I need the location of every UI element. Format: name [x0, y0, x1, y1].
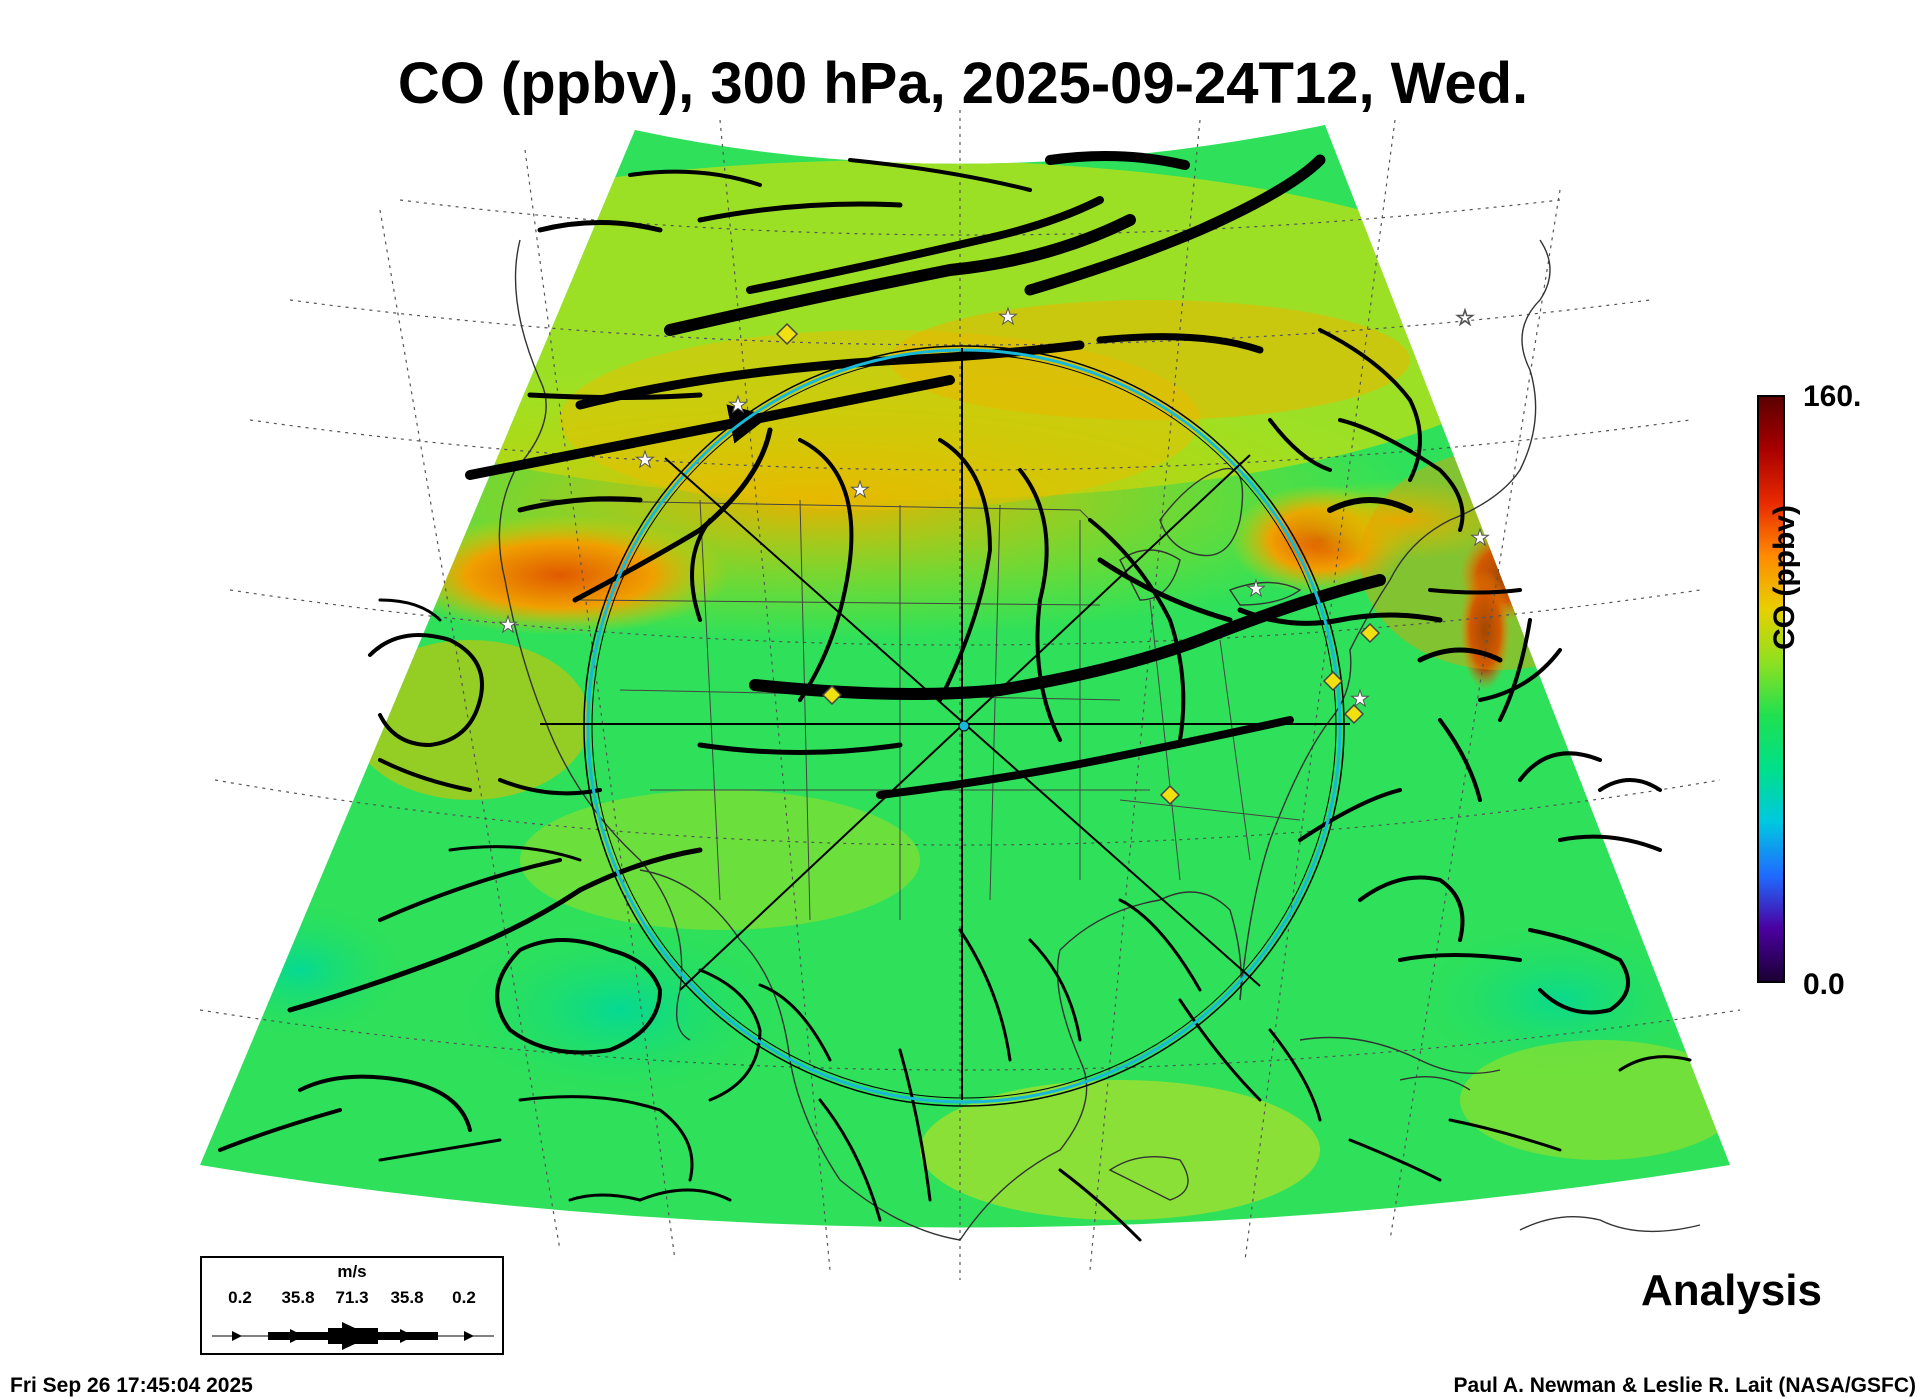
svg-text:★: ★ — [635, 447, 655, 472]
wind-streamlines — [218, 151, 1692, 1242]
map-title: CO (ppbv), 300 hPa, 2025-09-24T12, Wed. — [397, 51, 1529, 116]
legend-arrow-scale — [212, 1322, 494, 1350]
star-markers: ★ ★ ★ ★ ★ ★ ★ ★ ☆ — [498, 304, 1491, 712]
svg-text:☆: ☆ — [1455, 305, 1475, 330]
domain-ring — [583, 345, 1345, 1107]
center-point — [958, 720, 970, 732]
svg-text:★: ★ — [850, 477, 870, 502]
svg-text:★: ★ — [1470, 525, 1490, 550]
diamond-markers — [775, 322, 1381, 806]
credit: Paul A. Newman & Leslie R. Lait (NASA/GS… — [1453, 1374, 1916, 1397]
colorbar-max-label: 160. — [1803, 380, 1862, 413]
co-field — [200, 125, 1730, 1228]
legend-tick: 0.2 — [228, 1288, 252, 1307]
svg-text:★: ★ — [1350, 686, 1370, 711]
legend-tick: 0.2 — [452, 1288, 476, 1307]
svg-text:★: ★ — [728, 392, 748, 417]
legend-tick: 35.8 — [281, 1288, 315, 1307]
legend-tick: 71.3 — [335, 1288, 369, 1307]
svg-text:★: ★ — [998, 304, 1018, 329]
analysis-label: Analysis — [1641, 1266, 1822, 1315]
wind-speed-legend: m/s 0.2 35.8 71.3 35.8 0.2 — [200, 1256, 504, 1355]
colorbar-title: CO (ppbv) — [1768, 505, 1801, 650]
colorbar — [1757, 395, 1785, 983]
svg-text:★: ★ — [498, 612, 518, 637]
colorbar-min-label: 0.0 — [1803, 968, 1845, 1001]
legend-tick: 35.8 — [390, 1288, 424, 1307]
timestamp: Fri Sep 26 17:45:04 2025 — [10, 1374, 253, 1397]
svg-text:★: ★ — [1246, 576, 1266, 601]
legend-unit: m/s — [337, 1262, 367, 1281]
